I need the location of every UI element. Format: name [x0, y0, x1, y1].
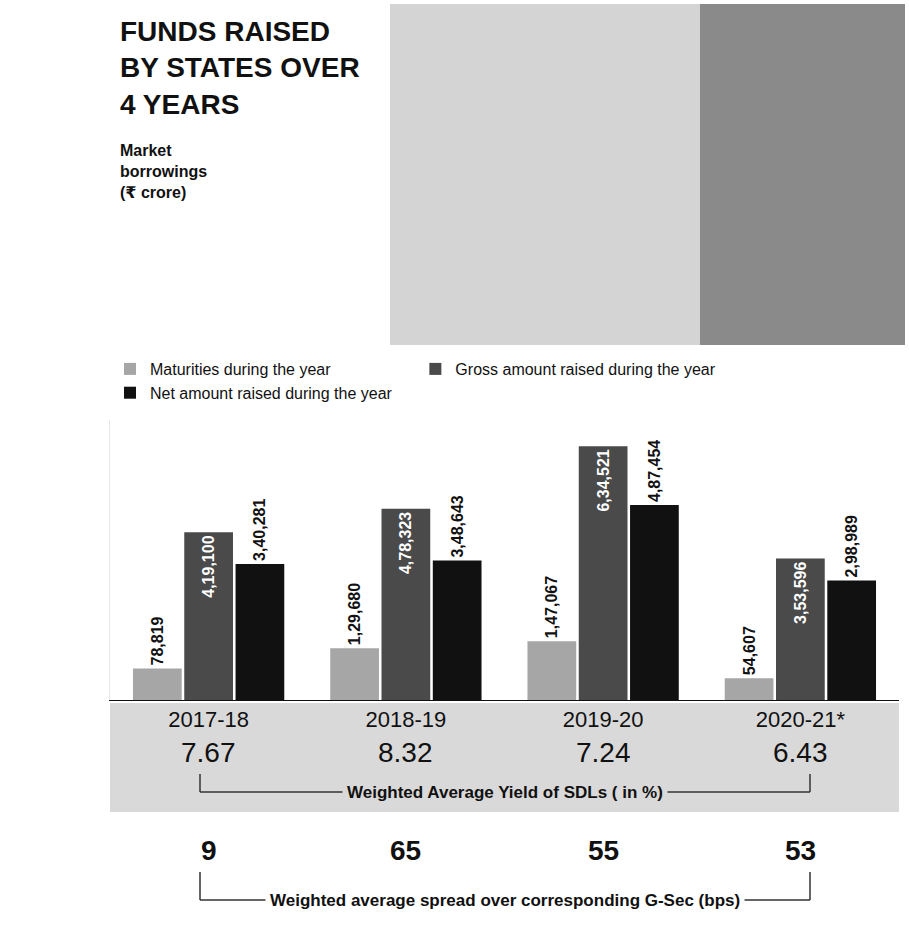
svg-text:3,48,643: 3,48,643	[449, 495, 466, 557]
svg-text:3,53,596: 3,53,596	[792, 562, 809, 624]
svg-text:FUNDS RAISEDBY STATES OVER4 YE: FUNDS RAISEDBY STATES OVER4 YEARS	[120, 16, 360, 120]
svg-text:Marketborrowings(₹ crore): Marketborrowings(₹ crore)	[120, 142, 207, 201]
svg-text:7.24: 7.24	[576, 737, 631, 768]
svg-text:3,40,281: 3,40,281	[251, 499, 268, 561]
svg-text:4,78,323: 4,78,323	[397, 512, 414, 574]
svg-text:54,607: 54,607	[741, 626, 758, 675]
svg-text:55: 55	[588, 835, 619, 866]
svg-text:Maturities during the year: Maturities during the year	[150, 361, 331, 378]
svg-text:2018-19: 2018-19	[366, 707, 447, 732]
svg-text:65: 65	[390, 835, 421, 866]
svg-text:6,34,521: 6,34,521	[595, 449, 612, 511]
svg-text:Net amount raised during the y: Net amount raised during the year	[150, 385, 393, 402]
svg-text:1,47,067: 1,47,067	[543, 576, 560, 638]
svg-text:1,29,680: 1,29,680	[346, 583, 363, 645]
svg-text:2017-18: 2017-18	[168, 707, 249, 732]
svg-text:2019-20: 2019-20	[563, 707, 644, 732]
svg-text:53: 53	[785, 835, 816, 866]
svg-text:8.32: 8.32	[378, 737, 433, 768]
svg-text:2,98,989: 2,98,989	[843, 515, 860, 577]
svg-text:78,819: 78,819	[149, 616, 166, 665]
svg-text:Weighted Average Yield of SDLs: Weighted Average Yield of SDLs ( in %)	[347, 783, 663, 802]
svg-text:6.43: 6.43	[773, 737, 828, 768]
svg-text:9: 9	[201, 835, 217, 866]
svg-text:Weighted average spread over c: Weighted average spread over correspondi…	[270, 891, 740, 910]
svg-text:7.67: 7.67	[181, 737, 236, 768]
svg-text:4,87,454: 4,87,454	[646, 440, 663, 502]
svg-text:Gross amount raised during the: Gross amount raised during the year	[455, 361, 715, 378]
svg-text:4,19,100: 4,19,100	[200, 535, 217, 597]
svg-text:2020-21*: 2020-21*	[756, 707, 846, 732]
